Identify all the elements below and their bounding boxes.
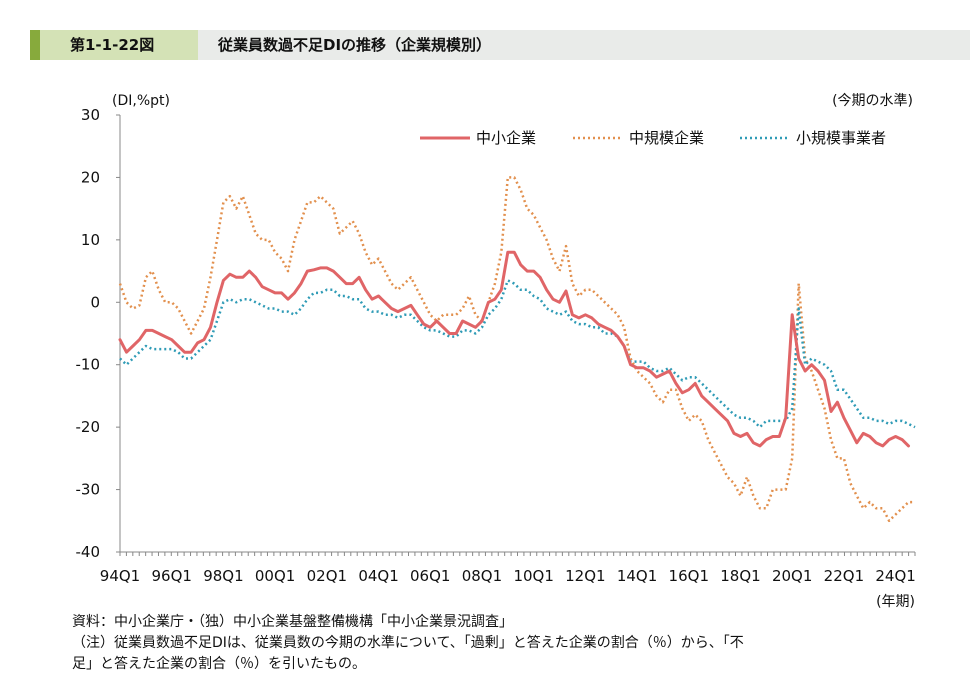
y-tick-label: 30 — [81, 106, 100, 124]
x-tick-label: 06Q1 — [410, 567, 450, 585]
y-tick-label: 0 — [90, 293, 100, 311]
y-tick-label: 20 — [81, 168, 100, 186]
chart-notes: 資料：中小企業庁・（独）中小企業基盤整備機構「中小企業景況調査」 （注）従業員数… — [72, 612, 952, 675]
x-tick-label: 18Q1 — [720, 567, 760, 585]
x-tick-label: 20Q1 — [772, 567, 812, 585]
line-chart: (DI,%pt) (今期の水準) 30 20 10 0 -10 -20 -30 -40 94Q… — [76, 93, 916, 610]
x-tick-label: 24Q1 — [875, 567, 915, 585]
x-ticks: 94Q1 96Q1 98Q1 00Q1 02Q1 04Q1 06Q1 08Q1 10Q1 12Q1… — [100, 552, 916, 585]
x-tick-label: 04Q1 — [358, 567, 398, 585]
x-tick-label: 16Q1 — [669, 567, 709, 585]
x-tick-label: 02Q1 — [307, 567, 347, 585]
y-ticks: 30 20 10 0 -10 -20 -30 -40 — [76, 106, 120, 561]
x-tick-label: 00Q1 — [255, 567, 295, 585]
x-tick-label: 08Q1 — [462, 567, 502, 585]
footnote-line-1: （注）従業員数過不足DIは、従業員数の今期の水準について、「過剰」と答えた企業の… — [72, 635, 744, 651]
x-tick-label: 12Q1 — [565, 567, 605, 585]
y-tick-label: -40 — [76, 543, 101, 561]
legend-label-1: 中規模企業 — [629, 129, 704, 147]
x-tick-label: 22Q1 — [824, 567, 864, 585]
x-tick-label: 14Q1 — [617, 567, 657, 585]
series-line-0 — [118, 250, 910, 448]
x-tick-label: 94Q1 — [100, 567, 140, 585]
y-tick-label: -10 — [76, 356, 101, 374]
x-tick-label: 96Q1 — [151, 567, 191, 585]
footnote-line-2: 足」と答えた企業の割合（％）を引いたもの。 — [72, 656, 366, 672]
x-tick-label: 10Q1 — [513, 567, 553, 585]
figure-number: 第1-1-22図 — [40, 30, 198, 60]
figure-title: 従業員数過不足DIの推移（企業規模別） — [218, 36, 492, 54]
source-note: 資料：中小企業庁・（独）中小企業基盤整備機構「中小企業景況調査」 — [72, 614, 513, 630]
x-tick-label: 98Q1 — [203, 567, 243, 585]
legend-label-0: 中小企業 — [476, 129, 536, 147]
legend-label-2: 小規模事業者 — [796, 129, 886, 147]
series-lines — [118, 176, 916, 523]
y-unit-label: (DI,%pt) — [112, 93, 170, 109]
y-tick-label: 10 — [81, 231, 100, 249]
figure-header-accent — [30, 30, 40, 60]
legend: 中小企業 中規模企業 小規模事業者 — [420, 129, 886, 147]
series-line-2 — [119, 279, 916, 429]
x-axis-label: (年期) — [876, 594, 915, 610]
right-level-label: (今期の水準) — [832, 93, 913, 109]
y-tick-label: -20 — [76, 418, 101, 436]
y-tick-label: -30 — [76, 481, 101, 499]
